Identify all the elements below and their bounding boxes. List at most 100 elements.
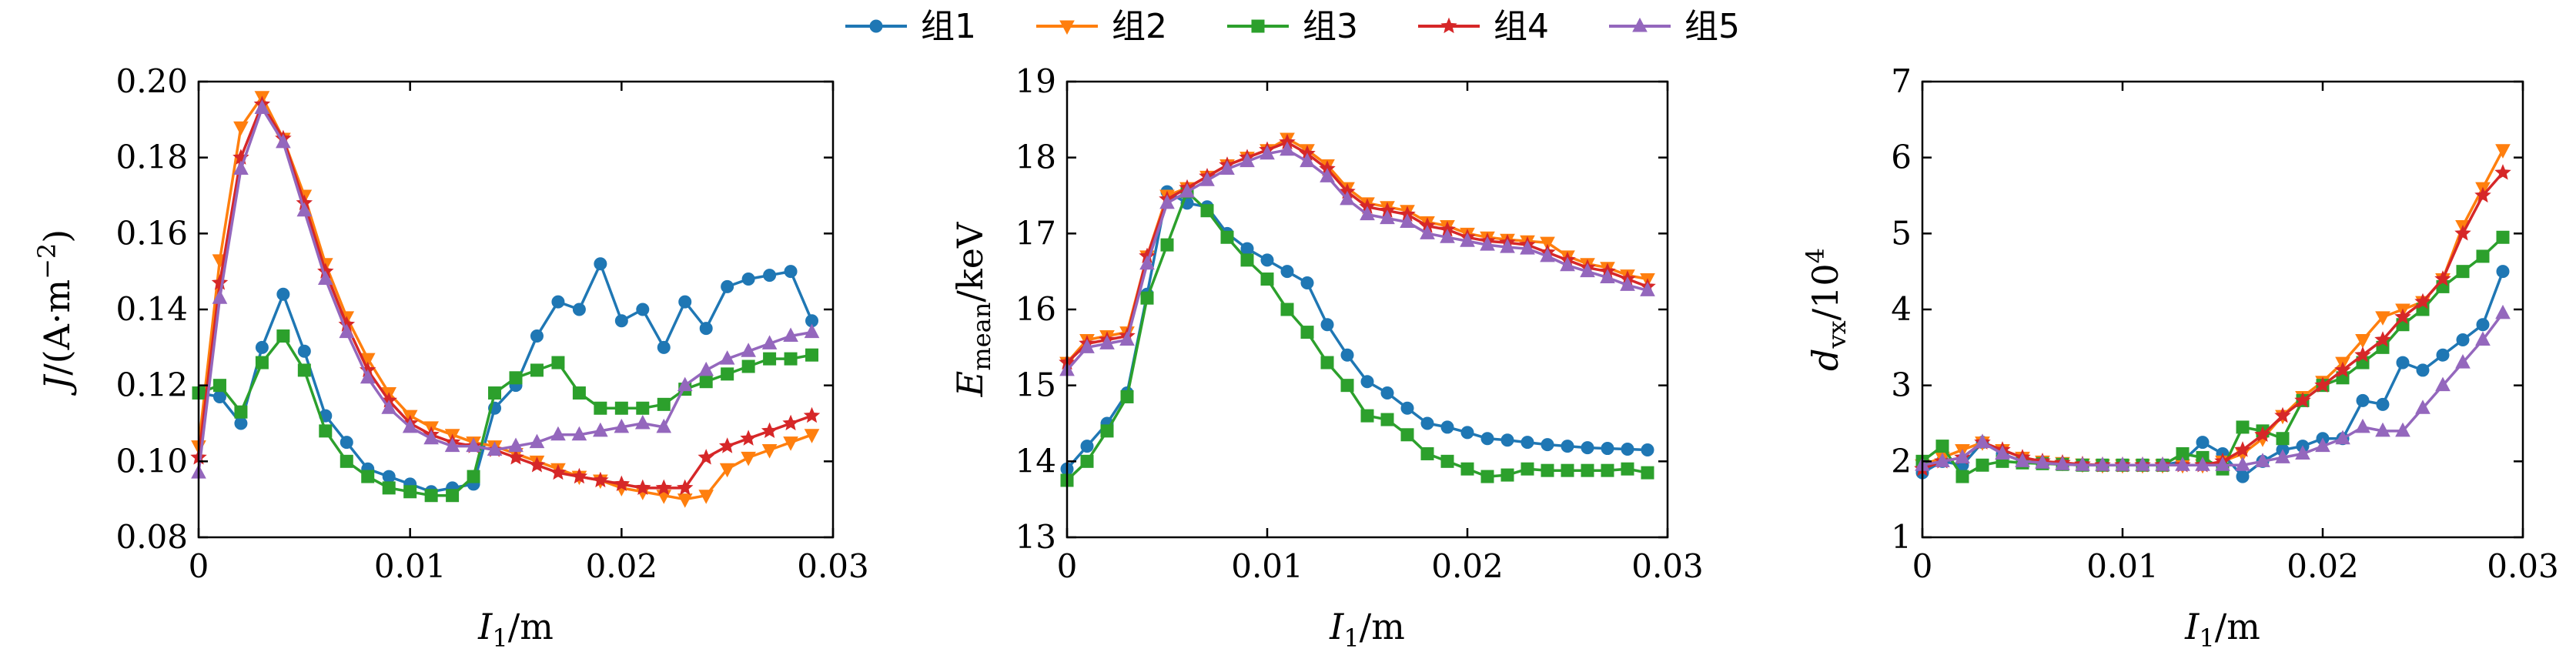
- data-point: [2195, 456, 2210, 471]
- data-point: [1975, 458, 1989, 472]
- data-point: [1400, 401, 1414, 415]
- data-point: [466, 437, 481, 453]
- data-point: [381, 400, 397, 414]
- data-point: [634, 414, 651, 430]
- data-point: [234, 405, 248, 419]
- data-point: [2355, 418, 2370, 433]
- data-point: [1480, 470, 1494, 483]
- data-point: [782, 414, 799, 431]
- data-point: [530, 363, 544, 377]
- y-tick-label: 0.14: [115, 290, 188, 328]
- data-point: [1500, 239, 1515, 253]
- data-point: [444, 437, 460, 453]
- data-point: [2055, 456, 2070, 470]
- data-point: [784, 265, 798, 279]
- data-point: [636, 401, 650, 415]
- legend-item: 组3: [1227, 7, 1358, 46]
- y-tick-label: 15: [1015, 366, 1056, 404]
- y-tick-label: 13: [1015, 518, 1056, 556]
- data-point: [233, 121, 249, 136]
- y-tick-label: 0.08: [115, 518, 188, 556]
- data-point: [2455, 353, 2471, 369]
- data-point: [1360, 375, 1374, 389]
- series-line: [198, 334, 812, 497]
- data-point: [2394, 308, 2411, 325]
- data-point: [1641, 443, 1654, 457]
- series: [1059, 141, 1655, 376]
- data-point: [487, 441, 503, 456]
- data-point: [804, 323, 820, 339]
- data-point: [721, 367, 734, 381]
- data-point: [1280, 265, 1294, 279]
- data-point: [763, 269, 777, 283]
- data-point: [594, 257, 607, 271]
- data-point: [1420, 446, 1434, 460]
- data-point: [2254, 426, 2271, 442]
- data-point: [1935, 440, 1949, 453]
- data-point: [1460, 426, 1474, 440]
- data-point: [1955, 449, 1970, 463]
- data-point: [1119, 331, 1135, 346]
- x-tick-label: 0.03: [1631, 547, 1704, 585]
- data-point: [2276, 432, 2290, 446]
- data-point: [1400, 428, 1414, 442]
- data-point: [2396, 356, 2410, 369]
- data-point: [2436, 348, 2450, 362]
- data-point: [1975, 433, 1990, 449]
- data-point: [1541, 438, 1554, 452]
- data-point: [1080, 440, 1094, 453]
- data-point: [741, 451, 756, 466]
- series-line: [197, 106, 812, 473]
- data-point: [467, 470, 480, 483]
- data-point: [233, 160, 249, 175]
- x-tick-label: 0: [1912, 547, 1933, 585]
- data-point: [678, 295, 692, 309]
- data-point: [657, 340, 671, 354]
- data-point: [2375, 311, 2390, 326]
- data-point: [763, 352, 777, 366]
- data-point: [1320, 168, 1335, 182]
- data-point: [423, 430, 439, 445]
- legend-label: 组3: [1303, 7, 1358, 46]
- data-point: [2496, 265, 2510, 279]
- data-point: [718, 437, 736, 453]
- data-point: [2354, 346, 2371, 363]
- x-tick-label: 0.02: [1431, 547, 1504, 585]
- series: [1914, 164, 2511, 476]
- x-tick-label: 0.01: [374, 547, 447, 585]
- x-tick-label: 0.01: [2086, 547, 2159, 585]
- data-point: [783, 436, 798, 451]
- data-point: [1320, 318, 1334, 332]
- data-point: [2315, 437, 2330, 453]
- data-point: [1601, 463, 1614, 477]
- panel-current-density: 0 0.01 0.02 0.03 0.08 0.10 0.12 0.14 0.16 0.18 0.2…: [32, 62, 869, 653]
- series: [190, 95, 821, 496]
- series: [1060, 185, 1654, 476]
- data-point: [1440, 454, 1454, 468]
- data-point: [1240, 242, 1254, 256]
- data-point: [361, 470, 375, 483]
- data-point: [2435, 376, 2451, 392]
- data-point: [1601, 442, 1614, 456]
- data-point: [340, 436, 353, 450]
- data-point: [699, 322, 713, 336]
- data-point: [761, 444, 778, 459]
- y-tick-label: 0.12: [115, 366, 188, 404]
- data-point: [382, 470, 396, 483]
- data-point: [636, 303, 650, 316]
- y-axis-label: J/(A·m−2): [32, 229, 78, 396]
- data-point: [699, 375, 713, 389]
- data-point: [340, 454, 353, 468]
- data-point: [382, 481, 396, 495]
- data-point: [1995, 445, 2010, 460]
- data-point: [1099, 335, 1115, 349]
- x-tick-label: 0: [1057, 547, 1078, 585]
- y-tick-label: 6: [1891, 139, 1912, 176]
- data-point: [761, 335, 778, 349]
- data-point: [446, 489, 460, 503]
- y-tick-label: 2: [1891, 442, 1912, 480]
- y-tick-label: 16: [1015, 290, 1056, 328]
- data-point: [593, 422, 608, 437]
- legend-label: 组2: [1112, 7, 1167, 46]
